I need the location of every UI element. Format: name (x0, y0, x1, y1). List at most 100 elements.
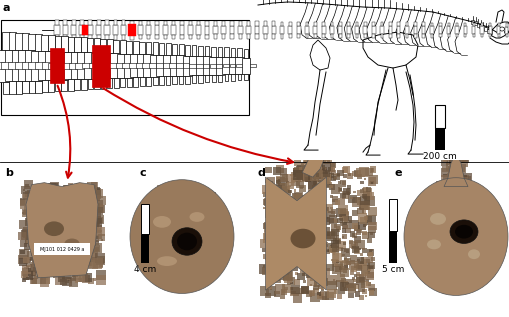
Bar (279, 200, 289, 209)
Bar (55, 80, 61, 91)
Bar (451, 238, 457, 243)
Bar (53, 206, 61, 214)
Bar (330, 184, 340, 194)
Bar (484, 276, 489, 281)
Bar (295, 254, 299, 257)
Bar (58, 275, 65, 282)
Bar (180, 187, 183, 191)
Bar (302, 152, 310, 160)
Bar (329, 249, 333, 252)
Bar (291, 226, 297, 232)
Bar (470, 232, 478, 239)
Bar (289, 288, 298, 296)
Bar (495, 255, 500, 261)
Bar (173, 222, 181, 230)
Bar (37, 250, 45, 257)
Bar (442, 262, 445, 265)
Bar (305, 34, 308, 38)
Bar (289, 287, 293, 290)
Bar (484, 27, 487, 31)
Bar (147, 209, 154, 217)
Bar (178, 240, 183, 244)
Bar (70, 217, 80, 226)
Bar (229, 64, 235, 68)
Bar (435, 284, 442, 291)
Bar (332, 279, 334, 281)
Bar (24, 218, 33, 226)
Bar (279, 26, 284, 34)
Bar (182, 234, 185, 238)
Bar (217, 203, 223, 210)
Bar (372, 34, 374, 38)
Bar (360, 257, 365, 263)
Bar (196, 21, 200, 25)
Bar (285, 224, 288, 226)
Bar (438, 23, 441, 26)
Bar (312, 147, 321, 156)
Bar (71, 246, 76, 251)
Bar (181, 238, 184, 242)
Bar (183, 237, 185, 239)
Bar (302, 173, 309, 181)
Bar (179, 235, 183, 239)
Ellipse shape (449, 220, 477, 243)
Bar (461, 272, 465, 276)
Bar (450, 227, 454, 231)
Bar (93, 278, 96, 281)
Bar (198, 75, 202, 83)
Bar (476, 228, 478, 230)
Bar (437, 226, 443, 232)
Bar (76, 232, 80, 236)
Bar (31, 252, 35, 256)
Bar (367, 262, 374, 269)
Bar (464, 241, 468, 245)
Bar (86, 187, 90, 191)
Bar (174, 208, 176, 210)
Bar (443, 289, 445, 291)
Bar (280, 34, 283, 39)
Bar (76, 236, 83, 243)
Bar (343, 257, 346, 261)
Bar (321, 174, 330, 184)
Bar (50, 232, 56, 238)
Bar (486, 29, 489, 33)
Bar (179, 25, 184, 35)
Bar (48, 183, 56, 191)
Bar (438, 253, 443, 259)
Bar (358, 207, 360, 209)
Bar (185, 234, 188, 236)
Bar (339, 188, 341, 191)
Bar (473, 215, 478, 219)
Bar (199, 231, 201, 234)
Bar (30, 256, 34, 261)
Bar (474, 256, 480, 263)
Bar (81, 79, 87, 90)
Bar (24, 262, 26, 264)
Bar (332, 237, 338, 243)
Bar (334, 238, 340, 243)
Bar (88, 260, 97, 269)
Bar (81, 229, 89, 237)
Bar (130, 21, 133, 25)
Bar (171, 224, 176, 229)
Ellipse shape (454, 225, 472, 239)
Bar (369, 232, 372, 235)
Bar (463, 26, 466, 34)
Bar (171, 25, 176, 35)
Bar (194, 274, 199, 279)
Bar (289, 235, 291, 237)
Bar (134, 247, 136, 249)
Bar (34, 198, 41, 206)
Bar (72, 189, 76, 193)
Bar (362, 194, 368, 199)
Bar (454, 232, 456, 233)
Bar (313, 151, 320, 157)
Bar (65, 62, 74, 69)
Bar (181, 239, 186, 245)
Bar (229, 57, 237, 74)
Bar (355, 240, 364, 249)
Bar (312, 152, 320, 160)
Bar (497, 233, 501, 236)
Bar (298, 237, 303, 242)
Bar (117, 54, 128, 78)
